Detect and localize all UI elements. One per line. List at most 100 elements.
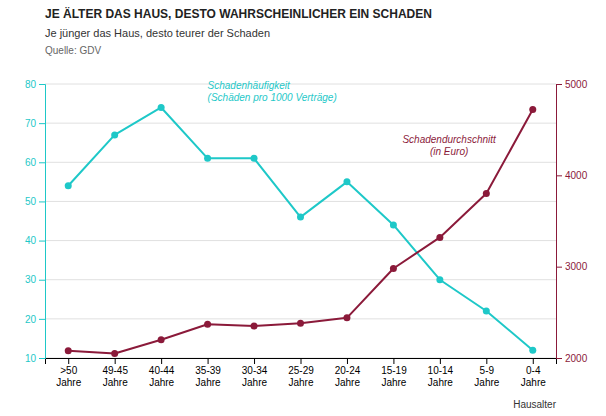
y2-tick-mark <box>556 267 562 268</box>
text-line: Schadendurchschnitt <box>402 134 497 145</box>
y-tick-label: 50 <box>25 196 37 207</box>
x-tick-label: 5-9Jahre <box>474 365 499 388</box>
y-tick: 40 <box>25 235 45 246</box>
y-axis: 10 20 30 40 50 60 70 80 <box>25 79 46 364</box>
y2-tick: 5000 <box>556 79 588 90</box>
point <box>158 336 165 343</box>
y2-tick-mark <box>556 358 562 359</box>
point <box>251 155 258 162</box>
grid-line <box>45 123 556 124</box>
y2-axis-line <box>557 85 563 359</box>
x-tick-label: 10-14Jahre <box>428 365 454 388</box>
text-line: Jahre <box>56 377 81 388</box>
series-label: Schadendurchschnitt(in Euro) <box>402 134 497 157</box>
text-line: 5-9 <box>480 365 495 376</box>
x-tick-label: 0-4Jahre <box>521 365 546 388</box>
x-tick-label: 20-24Jahre <box>335 365 361 388</box>
point <box>251 323 258 330</box>
x-axis: >50Jahre49-45Jahre40-44Jahre35-39Jahre30… <box>46 358 557 388</box>
x-tick: 20-24Jahre <box>335 358 361 388</box>
title: JE ÄLTER DAS HAUS, DESTO WAHRSCHEINLICHE… <box>45 6 432 21</box>
y-tick: 70 <box>25 118 45 129</box>
point <box>297 214 304 221</box>
y-tick: 80 <box>25 79 45 90</box>
x-tick: 15-19Jahre <box>381 358 407 388</box>
x-tick-label: 15-19Jahre <box>381 365 407 388</box>
point <box>390 265 397 272</box>
x-tick: 40-44Jahre <box>149 358 175 388</box>
y-tick: 60 <box>25 157 45 168</box>
y-tick-label: 80 <box>25 79 37 90</box>
y-tick-label: 20 <box>25 314 37 325</box>
y-tick-label: 10 <box>25 353 37 364</box>
text-line: 40-44 <box>149 365 175 376</box>
x-tick: 35-39Jahre <box>195 358 221 388</box>
y-tick: 10 <box>25 353 45 364</box>
grid-line <box>45 318 556 319</box>
point <box>111 131 118 138</box>
y-tick-label: 60 <box>25 157 37 168</box>
y2-tick-label: 3000 <box>565 261 588 272</box>
text-line: Jahre <box>335 377 360 388</box>
point <box>483 308 490 315</box>
y-tick-mark <box>39 358 45 359</box>
y2-tick-label: 5000 <box>565 79 588 90</box>
x-axis-title: Hausalter <box>513 399 556 410</box>
point <box>343 178 350 185</box>
x-tick: 49-45Jahre <box>102 358 128 388</box>
x-tick-mark <box>68 358 69 364</box>
y-tick-label: 70 <box>25 118 37 129</box>
y-tick-label: 30 <box>25 274 37 285</box>
point <box>390 221 397 228</box>
text-line: Jahre <box>521 377 546 388</box>
text-line: >50 <box>60 365 77 376</box>
x-tick-label: 25-29Jahre <box>288 365 314 388</box>
x-tick-mark <box>533 358 534 364</box>
point <box>204 155 211 162</box>
text-line: 0-4 <box>526 365 541 376</box>
x-tick: 30-34Jahre <box>242 358 268 388</box>
text-line: (in Euro) <box>430 146 468 157</box>
x-tick-mark <box>161 358 162 364</box>
point <box>297 320 304 327</box>
text-line: Jahre <box>474 377 499 388</box>
chart: JE ÄLTER DAS HAUS, DESTO WAHRSCHEINLICHE… <box>0 0 606 416</box>
point <box>204 321 211 328</box>
y-tick-mark <box>39 280 45 281</box>
text-line: 20-24 <box>335 365 361 376</box>
y-tick-mark <box>39 201 45 202</box>
x-tick-label: 49-45Jahre <box>102 365 128 388</box>
x-tick-mark <box>301 358 302 364</box>
x-tick: 0-4Jahre <box>521 358 546 388</box>
x-axis-line <box>46 359 557 365</box>
x-tick-mark <box>440 358 441 364</box>
point <box>483 190 490 197</box>
point <box>529 106 536 113</box>
marks <box>65 104 537 357</box>
series-line <box>68 107 533 350</box>
x-tick-label: >50Jahre <box>56 365 81 388</box>
text-line: 25-29 <box>288 365 314 376</box>
x-tick-label: 35-39Jahre <box>195 365 221 388</box>
y-tick-mark <box>39 123 45 124</box>
point <box>343 314 350 321</box>
grid-line <box>45 84 556 85</box>
text-line: (Schäden pro 1000 Verträge) <box>208 92 337 103</box>
y-tick-mark <box>39 84 45 85</box>
y2-tick: 3000 <box>556 261 588 272</box>
x-tick-label: 40-44Jahre <box>149 365 175 388</box>
subtitle: Je jünger das Haus, desto teurer der Sch… <box>45 27 270 39</box>
x-tick-mark <box>393 358 394 364</box>
grid-line <box>45 162 556 163</box>
y2-tick-mark <box>556 175 562 176</box>
x-tick-label: 30-34Jahre <box>242 365 268 388</box>
text-line: 10-14 <box>428 365 454 376</box>
grid <box>45 84 556 358</box>
text-line: Jahre <box>242 377 267 388</box>
text-line: 30-34 <box>242 365 268 376</box>
text-line: Jahre <box>381 377 406 388</box>
series-line <box>68 110 533 354</box>
source: Quelle: GDV <box>45 45 101 56</box>
y-tick: 20 <box>25 314 45 325</box>
y2-tick: 2000 <box>556 353 588 364</box>
